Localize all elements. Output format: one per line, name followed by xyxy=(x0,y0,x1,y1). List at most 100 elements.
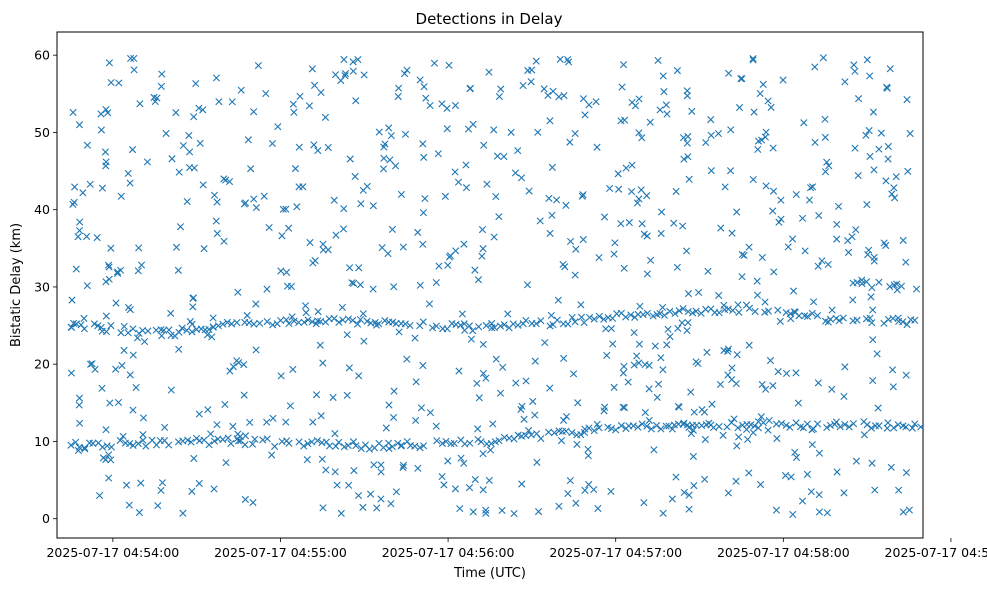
data-point xyxy=(417,404,426,412)
data-point xyxy=(451,485,460,493)
data-point xyxy=(479,245,487,253)
data-point xyxy=(466,439,474,447)
data-point xyxy=(175,168,183,176)
data-point xyxy=(845,423,853,431)
data-point xyxy=(345,364,353,372)
data-point xyxy=(330,314,338,323)
data-point xyxy=(756,89,764,98)
data-point xyxy=(419,442,428,450)
data-point xyxy=(707,131,715,139)
data-point xyxy=(70,319,78,327)
data-point xyxy=(556,55,564,63)
data-point xyxy=(399,243,407,251)
data-point xyxy=(495,213,503,221)
data-point xyxy=(792,453,801,462)
data-point xyxy=(419,240,427,248)
data-point xyxy=(389,413,398,422)
data-point xyxy=(192,79,200,88)
data-point xyxy=(495,437,503,445)
data-point xyxy=(67,441,75,449)
data-point xyxy=(500,152,508,161)
data-point xyxy=(762,182,770,190)
data-point xyxy=(726,167,735,175)
data-point xyxy=(176,223,185,231)
data-point xyxy=(544,91,552,99)
data-point xyxy=(906,129,914,138)
x-axis-label: Time (UTC) xyxy=(453,566,526,581)
data-point xyxy=(806,184,815,192)
data-point xyxy=(460,240,468,248)
data-point xyxy=(285,439,293,447)
data-point xyxy=(851,144,859,152)
data-point xyxy=(377,495,385,503)
data-point xyxy=(525,426,533,435)
data-point xyxy=(791,308,799,316)
data-point xyxy=(579,191,587,199)
data-point xyxy=(330,196,338,204)
data-point xyxy=(547,311,555,319)
data-point xyxy=(339,316,347,324)
data-point xyxy=(460,320,468,328)
data-point xyxy=(165,441,173,449)
data-point xyxy=(600,213,609,221)
data-point xyxy=(126,371,134,379)
data-point xyxy=(268,139,276,148)
data-point xyxy=(268,451,276,459)
data-point xyxy=(188,328,196,336)
data-point xyxy=(619,369,627,377)
data-point xyxy=(532,57,540,65)
data-point xyxy=(419,140,427,148)
data-point xyxy=(381,317,389,325)
data-point xyxy=(256,319,264,327)
data-point xyxy=(708,400,716,408)
data-point xyxy=(650,446,658,454)
data-point xyxy=(115,79,123,87)
data-point xyxy=(157,82,165,91)
data-point xyxy=(426,408,434,417)
data-point xyxy=(807,488,815,496)
data-point xyxy=(105,451,113,459)
data-point xyxy=(102,278,110,286)
data-point xyxy=(406,321,414,330)
data-point xyxy=(902,371,910,379)
data-point xyxy=(663,341,671,349)
data-point xyxy=(566,138,574,146)
data-point xyxy=(399,463,407,472)
data-point xyxy=(764,426,772,434)
data-point xyxy=(815,508,824,516)
data-point xyxy=(301,302,310,310)
data-point xyxy=(215,98,223,106)
data-point xyxy=(496,322,505,330)
data-point xyxy=(357,200,365,208)
data-point xyxy=(821,115,829,123)
data-point xyxy=(317,88,325,97)
data-point xyxy=(555,502,563,510)
data-point xyxy=(419,361,427,370)
data-point xyxy=(304,316,312,324)
data-point xyxy=(283,282,292,290)
data-point xyxy=(227,320,236,328)
data-point xyxy=(560,354,568,362)
data-point xyxy=(782,369,791,378)
data-point xyxy=(728,364,736,372)
data-point xyxy=(416,76,424,84)
data-point xyxy=(635,340,644,348)
data-point xyxy=(761,385,770,393)
data-point xyxy=(474,435,482,444)
data-point xyxy=(480,141,488,149)
data-point xyxy=(251,435,259,443)
data-point xyxy=(664,325,672,333)
data-point xyxy=(98,184,107,192)
data-point xyxy=(629,422,637,430)
data-point xyxy=(344,315,352,323)
data-point xyxy=(698,406,706,414)
data-point xyxy=(641,408,649,417)
data-point xyxy=(660,311,669,319)
data-point xyxy=(863,200,871,209)
data-point xyxy=(102,158,110,166)
data-point xyxy=(386,156,394,164)
data-point xyxy=(893,280,901,288)
data-point xyxy=(438,439,446,448)
data-point xyxy=(322,466,330,474)
data-point xyxy=(285,319,293,328)
